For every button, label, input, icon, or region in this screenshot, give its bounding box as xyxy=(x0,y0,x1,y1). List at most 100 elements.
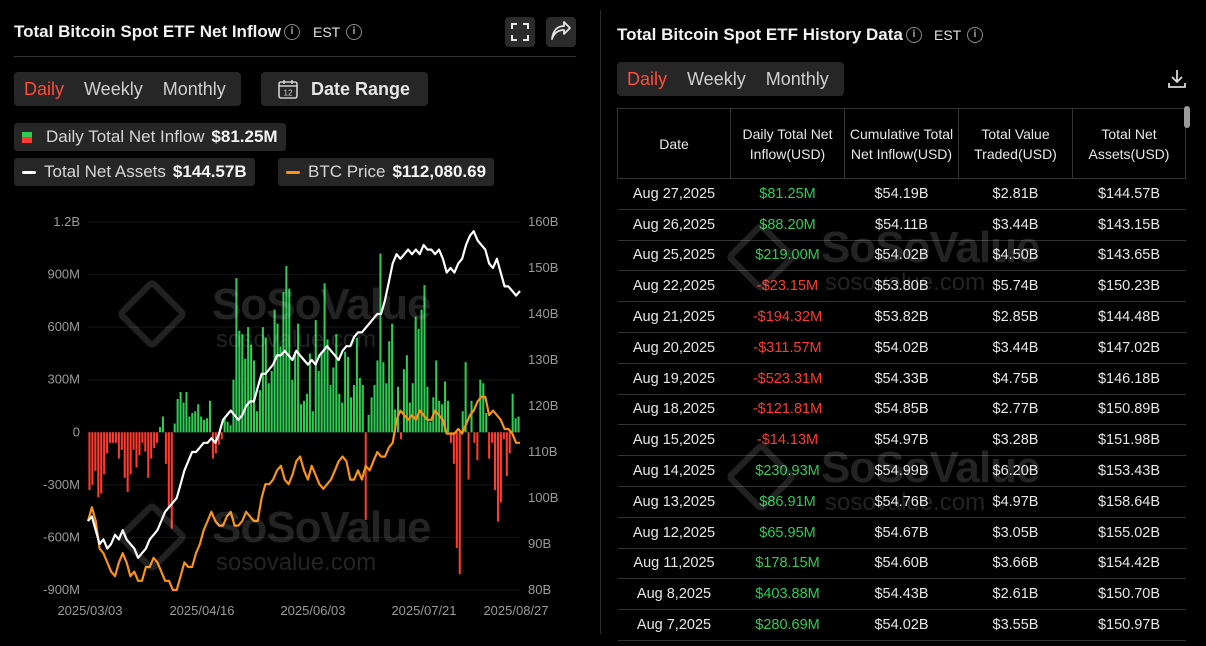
y-left-tick: -600M xyxy=(43,529,80,544)
table-row[interactable]: Aug 20,2025 -$311.57M $54.02B $3.44B $147.02… xyxy=(617,332,1186,364)
inflow-bar xyxy=(120,432,123,450)
net-inflow-chart[interactable]: 1.2B 900M 600M 300M 0 -300M -600M -900M 160B 150B… xyxy=(0,190,590,630)
inflow-bar xyxy=(182,402,185,433)
table-row[interactable]: Aug 22,2025 -$23.15M $53.80B $5.74B $150.23B xyxy=(617,270,1186,303)
cell-value-traded: $3.05B xyxy=(958,517,1073,549)
daily-inflow-stat: Daily Total Net Inflow $81.25M xyxy=(14,123,286,151)
inflow-bar xyxy=(411,383,414,433)
col-date[interactable]: Date xyxy=(617,108,731,179)
inflow-bar xyxy=(117,432,120,459)
cell-cumulative-inflow: $54.60B xyxy=(844,548,959,580)
net-assets-stat[interactable]: Total Net Assets $144.57B xyxy=(14,158,255,186)
inflow-bar xyxy=(429,421,432,433)
inflow-bar xyxy=(493,432,497,491)
cell-net-assets: $143.65B xyxy=(1072,240,1186,272)
inflow-bar xyxy=(106,432,109,454)
cell-net-assets: $154.42B xyxy=(1072,548,1186,580)
cell-date: Aug 19,2025 xyxy=(617,363,731,395)
inflow-bar xyxy=(341,402,344,433)
inflow-bar xyxy=(141,432,144,443)
table-row[interactable]: Aug 7,2025 $280.69M $54.02B $3.55B $150.97B xyxy=(617,609,1186,641)
tab-monthly[interactable]: Monthly xyxy=(162,78,226,99)
tab-daily[interactable]: Daily xyxy=(24,78,65,99)
share-button[interactable] xyxy=(546,17,576,47)
fullscreen-icon xyxy=(511,23,529,41)
table-row[interactable]: Aug 11,2025 $178.15M $54.60B $3.66B $154.42B xyxy=(617,548,1186,580)
cell-date: Aug 8,2025 xyxy=(617,578,731,611)
info-icon[interactable]: i xyxy=(284,24,300,40)
inflow-bar xyxy=(461,411,464,433)
info-icon[interactable]: i xyxy=(906,27,922,43)
x-tick: 2025/06/03 xyxy=(280,603,345,618)
inflow-bar xyxy=(379,253,382,433)
inflow-bar xyxy=(264,337,267,433)
tab-weekly[interactable]: Weekly xyxy=(84,78,143,99)
timezone-info-icon[interactable]: i xyxy=(346,24,362,40)
daily-inflow-label: Daily Total Net Inflow xyxy=(46,127,205,146)
table-row[interactable]: Aug 25,2025 $219.00M $54.02B $4.50B $143.65B xyxy=(617,240,1186,272)
cell-date: Aug 21,2025 xyxy=(617,301,731,333)
inflow-bar xyxy=(449,432,452,443)
inflow-bar xyxy=(455,432,458,548)
timezone-info-icon[interactable]: i xyxy=(967,27,983,43)
cell-value-traded: $5.74B xyxy=(958,270,1073,303)
chart-title: Total Bitcoin Spot ETF Net Inflow xyxy=(14,22,281,41)
inflow-bar xyxy=(156,432,159,443)
tab-daily[interactable]: Daily xyxy=(627,68,668,89)
table-scrollbar[interactable] xyxy=(1184,106,1190,128)
chart-lines xyxy=(86,230,521,592)
table-row[interactable]: Aug 15,2025 -$14.13M $54.97B $3.28B $151.98B xyxy=(617,424,1186,457)
col-daily-inflow[interactable]: Daily Total Net Inflow(USD) xyxy=(730,108,845,179)
tab-monthly[interactable]: Monthly xyxy=(765,68,829,89)
inflow-bar xyxy=(126,432,129,492)
table-row[interactable]: Aug 21,2025 -$194.32M $53.82B $2.85B $144.48… xyxy=(617,301,1186,333)
table-row[interactable]: Aug 12,2025 $65.95M $54.67B $3.05B $155.02B xyxy=(617,517,1186,549)
x-tick: 2025/04/16 xyxy=(169,603,234,618)
inflow-bar xyxy=(352,384,355,433)
date-range-button[interactable]: 12 Date Range xyxy=(261,72,429,106)
inflow-bar xyxy=(191,413,194,433)
chart-ticks: 1.2B 900M 600M 300M 0 -300M -600M -900M 160B 150B… xyxy=(43,214,558,618)
table-row[interactable]: Aug 27,2025 $81.25M $54.19B $2.81B $144.57B xyxy=(617,178,1186,210)
download-icon[interactable] xyxy=(1166,68,1188,90)
cell-cumulative-inflow: $54.67B xyxy=(844,517,959,549)
cell-value-traded: $2.77B xyxy=(958,394,1073,426)
inflow-bar xyxy=(514,418,517,433)
col-value-traded[interactable]: Total Value Traded(USD) xyxy=(958,108,1073,179)
fullscreen-button[interactable] xyxy=(505,17,535,47)
table-row[interactable]: Aug 13,2025 $86.91M $54.76B $4.97B $158.64B xyxy=(617,486,1186,518)
inflow-bar xyxy=(226,421,229,433)
col-cumulative-inflow[interactable]: Cumulative Total Net Inflow(USD) xyxy=(844,108,959,179)
table-row[interactable]: Aug 26,2025 $88.20M $54.11B $3.44B $143.15B xyxy=(617,209,1186,241)
table-row[interactable]: Aug 19,2025 -$523.31M $54.33B $4.75B $146.18… xyxy=(617,363,1186,395)
cell-value-traded: $3.28B xyxy=(958,424,1073,457)
cell-cumulative-inflow: $53.80B xyxy=(844,270,959,303)
inflow-bar xyxy=(385,383,388,433)
cell-date: Aug 12,2025 xyxy=(617,517,731,549)
cell-net-assets: $153.43B xyxy=(1072,455,1186,487)
inflow-bar xyxy=(338,393,341,433)
inflow-bar xyxy=(88,432,91,491)
cell-daily-inflow: $86.91M xyxy=(730,486,845,518)
y-right-tick: 80B xyxy=(528,582,551,597)
btc-price-stat[interactable]: BTC Price $112,080.69 xyxy=(278,158,495,186)
inflow-bar xyxy=(144,432,147,452)
col-net-assets[interactable]: Total Net Assets(USD) xyxy=(1072,108,1186,179)
cell-date: Aug 27,2025 xyxy=(617,178,731,210)
history-title: Total Bitcoin Spot ETF History Data xyxy=(617,25,903,44)
table-row[interactable]: Aug 14,2025 $230.93M $54.99B $6.20B $153.43B xyxy=(617,455,1186,487)
inflow-bar xyxy=(232,379,235,433)
table-row[interactable]: Aug 18,2025 -$121.81M $54.85B $2.77B $150.89… xyxy=(617,394,1186,426)
cell-cumulative-inflow: $54.33B xyxy=(844,363,959,395)
inflow-bar xyxy=(282,292,285,433)
inflow-bar xyxy=(267,383,270,433)
tab-weekly[interactable]: Weekly xyxy=(687,68,746,89)
inflow-bar xyxy=(311,411,314,433)
table-row[interactable]: Aug 8,2025 $403.88M $54.43B $2.61B $150.70B xyxy=(617,578,1186,611)
inflow-bar xyxy=(502,432,505,440)
inflow-bar xyxy=(388,341,391,433)
cell-daily-inflow: -$194.32M xyxy=(730,301,845,333)
inflow-bar xyxy=(138,432,141,456)
inflow-bar xyxy=(188,416,191,433)
cell-value-traded: $3.44B xyxy=(958,209,1073,241)
